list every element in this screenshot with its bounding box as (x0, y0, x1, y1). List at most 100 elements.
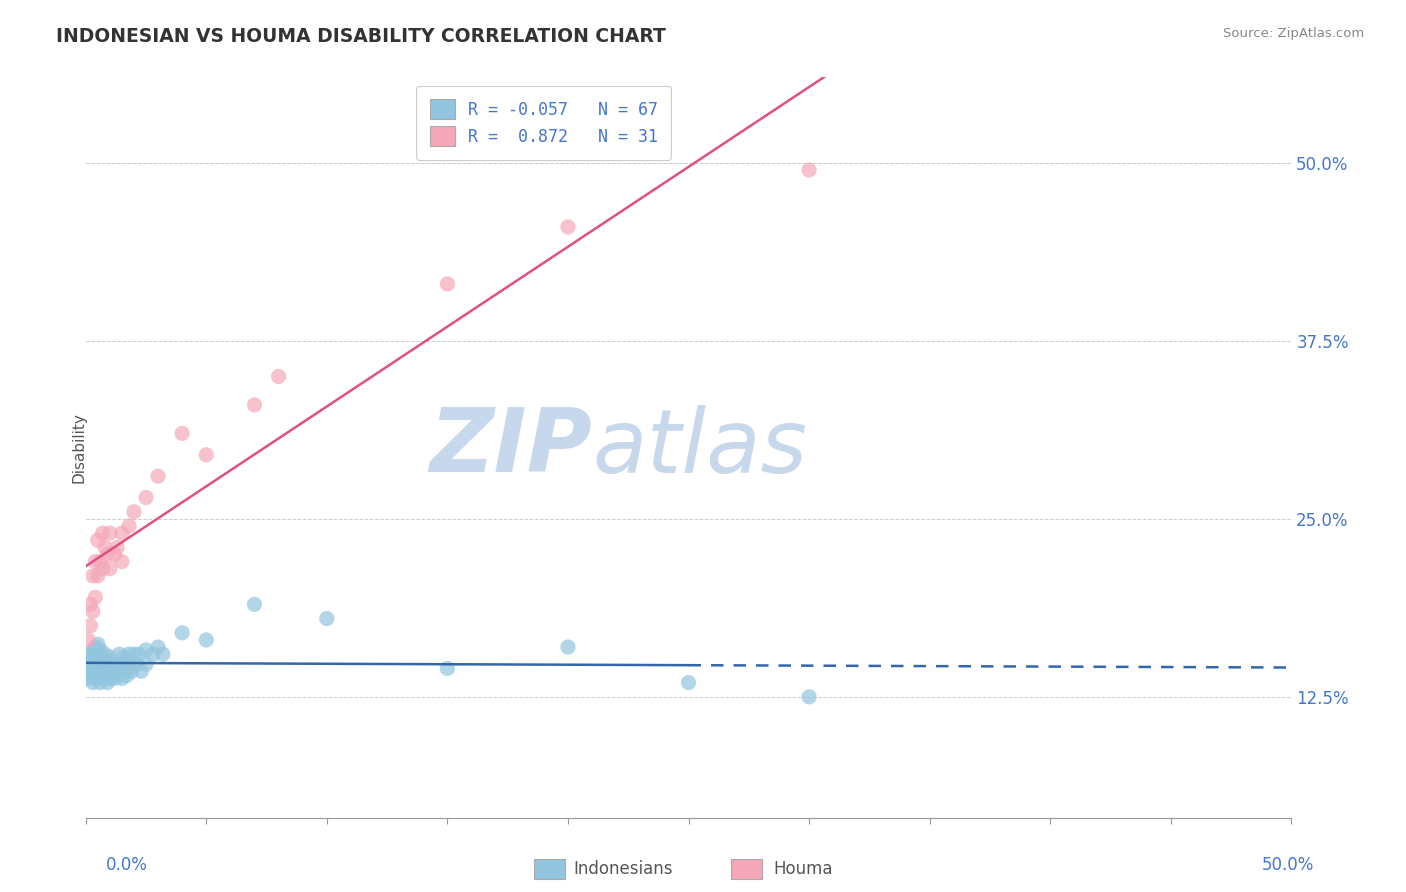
Point (96, 675, 118, 690)
Point (129, 665, 152, 679)
Point (96, 548, 118, 562)
Point (82, 643, 104, 657)
Point (436, 277, 458, 291)
Point (98, 672, 121, 686)
Point (94, 647, 117, 661)
Point (122, 647, 145, 661)
Point (101, 657, 124, 672)
Point (112, 650, 135, 665)
Point (96, 665, 118, 679)
Point (142, 647, 165, 661)
Point (125, 657, 148, 672)
Text: INDONESIAN VS HOUMA DISABILITY CORRELATION CHART: INDONESIAN VS HOUMA DISABILITY CORRELATI… (56, 27, 666, 45)
Point (89, 555, 111, 569)
Point (79, 618, 101, 632)
Text: ZIP: ZIP (429, 404, 592, 491)
Point (77, 672, 100, 686)
Point (121, 665, 143, 679)
Point (111, 672, 134, 686)
Y-axis label: Disability: Disability (72, 412, 86, 483)
Point (84, 672, 107, 686)
Point (104, 672, 127, 686)
Point (79, 657, 101, 672)
Point (557, 219, 579, 234)
Legend: R = -0.057   N = 67, R =  0.872   N = 31: R = -0.057 N = 67, R = 0.872 N = 31 (416, 86, 671, 160)
Point (87, 657, 110, 672)
Point (111, 657, 134, 672)
Point (96, 654, 118, 668)
Point (108, 665, 131, 679)
Point (797, 163, 820, 178)
Point (195, 448, 218, 462)
Point (108, 647, 131, 661)
Point (77, 661, 100, 675)
Point (146, 469, 169, 483)
Point (84, 650, 107, 665)
Point (172, 426, 194, 441)
Point (87, 569, 110, 583)
Point (79, 668, 101, 682)
Point (122, 505, 145, 519)
Text: Source: ZipAtlas.com: Source: ZipAtlas.com (1223, 27, 1364, 40)
Point (91, 661, 114, 675)
Point (82, 569, 104, 583)
Point (87, 668, 110, 682)
Point (135, 657, 157, 672)
Text: 0.0%: 0.0% (105, 856, 148, 874)
Point (89, 643, 111, 657)
Point (79, 647, 101, 661)
Point (91, 672, 114, 686)
Text: Houma: Houma (773, 860, 832, 878)
Point (243, 398, 266, 412)
Point (91, 562, 114, 576)
Point (84, 640, 107, 654)
Point (135, 643, 157, 657)
Text: atlas: atlas (592, 405, 807, 491)
Point (105, 657, 128, 672)
Point (89, 654, 111, 668)
Point (115, 668, 138, 682)
Point (98, 661, 121, 675)
Point (87, 637, 110, 651)
Point (79, 597, 101, 611)
Point (77, 632, 100, 647)
Point (89, 675, 111, 690)
Point (118, 657, 141, 672)
Point (111, 526, 134, 541)
Point (82, 665, 104, 680)
Point (104, 548, 127, 562)
Point (82, 675, 104, 690)
Point (315, 611, 337, 625)
Point (84, 661, 107, 675)
Point (557, 640, 579, 654)
Point (77, 651, 100, 665)
Point (135, 491, 157, 505)
Point (98, 562, 121, 576)
Point (436, 661, 458, 675)
Point (172, 625, 194, 640)
Point (128, 647, 150, 661)
Point (104, 661, 127, 675)
Point (105, 668, 128, 682)
Point (84, 591, 107, 605)
Point (678, 675, 700, 690)
Point (98, 526, 121, 541)
Point (84, 555, 107, 569)
Point (243, 597, 266, 611)
Point (94, 657, 117, 672)
Point (195, 632, 218, 647)
Point (111, 555, 134, 569)
Point (91, 650, 114, 665)
Text: 50.0%: 50.0% (1263, 856, 1315, 874)
Text: Indonesians: Indonesians (574, 860, 673, 878)
Point (267, 369, 290, 384)
Point (87, 533, 110, 548)
Point (91, 526, 114, 541)
Point (94, 541, 117, 555)
Point (94, 668, 117, 682)
Point (101, 668, 124, 682)
Point (87, 647, 110, 661)
Point (118, 519, 141, 533)
Point (146, 640, 169, 654)
Point (82, 654, 104, 668)
